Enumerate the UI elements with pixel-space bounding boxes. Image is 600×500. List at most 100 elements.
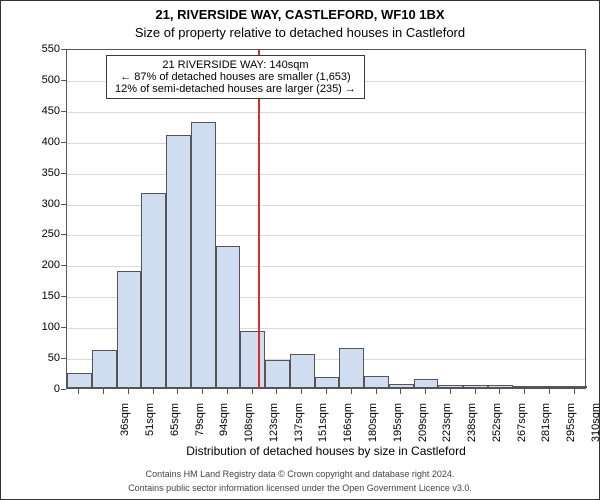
ytick-mark [61, 80, 66, 81]
ytick-label: 100 [24, 321, 60, 333]
bar [562, 386, 587, 388]
annotation-line-3: 12% of semi-detached houses are larger (… [115, 83, 356, 95]
ytick-mark [61, 296, 66, 297]
ytick-mark [61, 111, 66, 112]
xtick-label: 65sqm [169, 403, 181, 453]
xtick-mark [202, 389, 203, 394]
ytick-label: 0 [24, 383, 60, 395]
ytick-label: 300 [24, 198, 60, 210]
xtick-mark [227, 389, 228, 394]
xtick-label: 281sqm [540, 403, 552, 453]
bar [216, 246, 241, 388]
footnote-2: Contains public sector information licen… [1, 483, 599, 493]
xtick-label: 36sqm [119, 403, 131, 453]
ytick-label: 450 [24, 105, 60, 117]
xtick-mark [549, 389, 550, 394]
ytick-label: 350 [24, 167, 60, 179]
chart-title-2: Size of property relative to detached ho… [1, 25, 599, 40]
xtick-mark [301, 389, 302, 394]
xtick-mark [276, 389, 277, 394]
annotation-line-1: 21 RIVERSIDE WAY: 140sqm [115, 59, 356, 71]
ytick-mark [61, 389, 66, 390]
bar [240, 331, 265, 388]
bar [513, 386, 538, 388]
bar [463, 385, 488, 388]
xtick-label: 195sqm [392, 403, 404, 453]
xtick-mark [450, 389, 451, 394]
xtick-mark [475, 389, 476, 394]
xtick-label: 267sqm [516, 403, 528, 453]
gridline [67, 143, 585, 144]
xtick-mark [153, 389, 154, 394]
bar [364, 376, 389, 388]
xtick-mark [351, 389, 352, 394]
bar [141, 193, 166, 388]
xtick-mark [376, 389, 377, 394]
bar [265, 360, 290, 388]
annotation-box: 21 RIVERSIDE WAY: 140sqm ← 87% of detach… [106, 55, 365, 99]
ytick-mark [61, 327, 66, 328]
bar [389, 384, 414, 388]
xtick-mark [326, 389, 327, 394]
bar [166, 135, 191, 388]
xtick-mark [425, 389, 426, 394]
xtick-label: 123sqm [268, 403, 280, 453]
ytick-label: 150 [24, 290, 60, 302]
ytick-mark [61, 49, 66, 50]
xtick-mark [128, 389, 129, 394]
bar [488, 385, 513, 388]
bar [315, 377, 340, 388]
ytick-label: 200 [24, 259, 60, 271]
bar [117, 271, 142, 388]
bar [92, 350, 117, 388]
xtick-label: 209sqm [417, 403, 429, 453]
xtick-label: 108sqm [243, 403, 255, 453]
footnote-1: Contains HM Land Registry data © Crown c… [1, 469, 599, 479]
xtick-label: 137sqm [293, 403, 305, 453]
ytick-label: 250 [24, 228, 60, 240]
xtick-label: 238sqm [466, 403, 478, 453]
ytick-mark [61, 204, 66, 205]
xtick-mark [252, 389, 253, 394]
xtick-mark [574, 389, 575, 394]
ytick-mark [61, 265, 66, 266]
bar [537, 386, 562, 388]
xtick-mark [400, 389, 401, 394]
xtick-label: 310sqm [590, 403, 600, 453]
ytick-mark [61, 358, 66, 359]
bar [290, 354, 315, 388]
xtick-label: 166sqm [342, 403, 354, 453]
xtick-label: 252sqm [491, 403, 503, 453]
bar [67, 373, 92, 388]
plot-area [66, 49, 586, 389]
ytick-label: 550 [24, 43, 60, 55]
xtick-label: 295sqm [565, 403, 577, 453]
xtick-label: 151sqm [317, 403, 329, 453]
gridline [67, 112, 585, 113]
ytick-label: 50 [24, 352, 60, 364]
bar [438, 385, 463, 388]
bar [339, 348, 364, 388]
xtick-label: 51sqm [144, 403, 156, 453]
annotation-line-2: ← 87% of detached houses are smaller (1,… [115, 71, 356, 83]
ytick-label: 400 [24, 136, 60, 148]
xtick-label: 79sqm [194, 403, 206, 453]
bar [414, 379, 439, 388]
ytick-mark [61, 234, 66, 235]
xtick-mark [499, 389, 500, 394]
xtick-mark [177, 389, 178, 394]
chart-container: 21, RIVERSIDE WAY, CASTLEFORD, WF10 1BX … [0, 0, 600, 500]
xtick-label: 180sqm [367, 403, 379, 453]
xtick-mark [524, 389, 525, 394]
xtick-label: 223sqm [441, 403, 453, 453]
xtick-mark [103, 389, 104, 394]
ytick-label: 500 [24, 74, 60, 86]
reference-line [258, 50, 260, 388]
xtick-label: 94sqm [218, 403, 230, 453]
xtick-mark [78, 389, 79, 394]
chart-title-1: 21, RIVERSIDE WAY, CASTLEFORD, WF10 1BX [1, 7, 599, 22]
ytick-mark [61, 142, 66, 143]
gridline [67, 174, 585, 175]
ytick-mark [61, 173, 66, 174]
bar [191, 122, 216, 388]
